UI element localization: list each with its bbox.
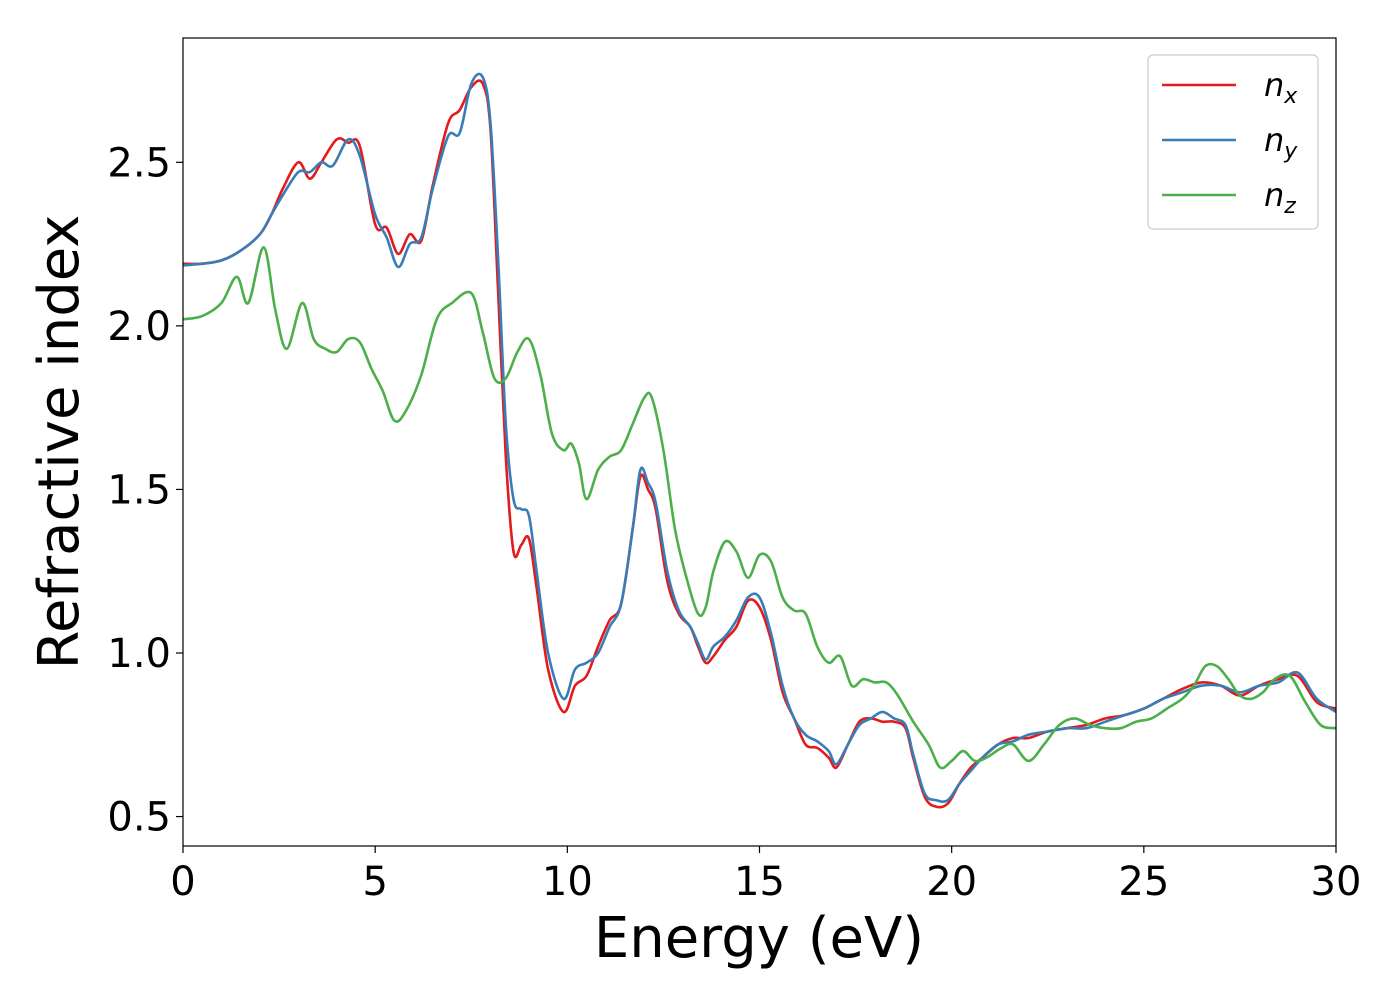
- x-tick-label: 10: [542, 859, 593, 905]
- x-axis-ticks: 0 5 10 15 20 25 30: [170, 846, 1361, 905]
- x-tick-label: 20: [926, 859, 977, 905]
- series-line-ny: [182, 72, 1337, 803]
- y-tick-label: 2.0: [107, 304, 171, 350]
- x-tick-label: 25: [1118, 859, 1169, 905]
- plot-background: [183, 38, 1336, 846]
- legend: nx ny nz: [1147, 54, 1319, 230]
- x-tick-label: 5: [362, 859, 387, 905]
- y-axis-ticks: 0.5 1.0 1.5 2.0 2.5: [107, 140, 183, 841]
- y-axis-title: Refractive index: [27, 215, 92, 670]
- legend-box: [1147, 54, 1319, 230]
- legend-label-nx: nx: [1264, 66, 1298, 109]
- y-tick-label: 2.5: [107, 140, 171, 186]
- y-tick-label: 1.5: [107, 467, 171, 513]
- series-layer: [182, 72, 1337, 809]
- x-tick-label: 0: [170, 859, 195, 905]
- x-tick-label: 30: [1311, 859, 1362, 905]
- y-tick-label: 1.0: [107, 631, 171, 677]
- legend-label-ny: ny: [1264, 121, 1298, 164]
- series-line-nz: [182, 246, 1337, 770]
- x-tick-label: 15: [734, 859, 785, 905]
- y-tick-label: 0.5: [107, 795, 171, 841]
- x-axis-title: Energy (eV): [594, 906, 924, 971]
- legend-label-nz: nz: [1264, 176, 1296, 219]
